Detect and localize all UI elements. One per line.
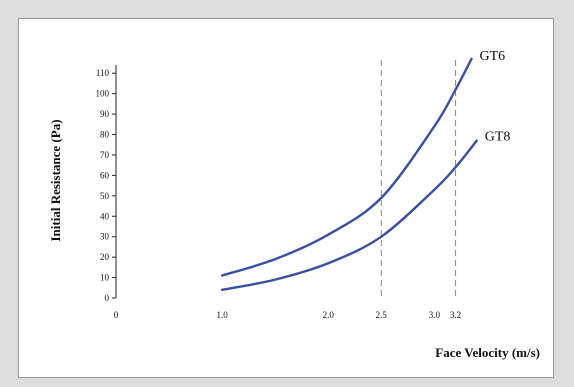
x-tick-label: 3.0 bbox=[429, 310, 441, 320]
series-line-gt8 bbox=[220, 139, 478, 292]
x-tick-label: 0 bbox=[114, 310, 119, 320]
y-tick-label: 40 bbox=[100, 211, 110, 221]
y-tick-label: 70 bbox=[100, 150, 110, 160]
series-label-gt8: GT8 bbox=[485, 130, 511, 145]
y-tick-label: 60 bbox=[100, 170, 110, 180]
x-axis-title: Face Velocity (m/s) bbox=[435, 345, 540, 360]
y-tick-label: 10 bbox=[100, 273, 110, 283]
y-tick-label: 100 bbox=[96, 89, 110, 99]
chart-panel bbox=[18, 18, 554, 378]
y-tick-label: 50 bbox=[100, 191, 110, 201]
x-tick-label: 3.2 bbox=[450, 310, 461, 320]
y-tick-label: 0 bbox=[105, 293, 110, 303]
x-tick-label: 1.0 bbox=[216, 310, 228, 320]
x-tick-label: 2.5 bbox=[376, 310, 388, 320]
y-tick-label: 20 bbox=[100, 252, 110, 262]
y-axis-title: Initial Resistance (Pa) bbox=[48, 119, 63, 241]
y-tick-label: 90 bbox=[100, 109, 110, 119]
y-tick-label: 80 bbox=[100, 130, 110, 140]
y-tick-label: 30 bbox=[100, 232, 110, 242]
series-label-gt6: GT6 bbox=[479, 49, 505, 64]
y-tick-label: 110 bbox=[96, 68, 110, 78]
series-line-gt6 bbox=[220, 57, 473, 277]
x-tick-label: 2.0 bbox=[323, 310, 335, 320]
